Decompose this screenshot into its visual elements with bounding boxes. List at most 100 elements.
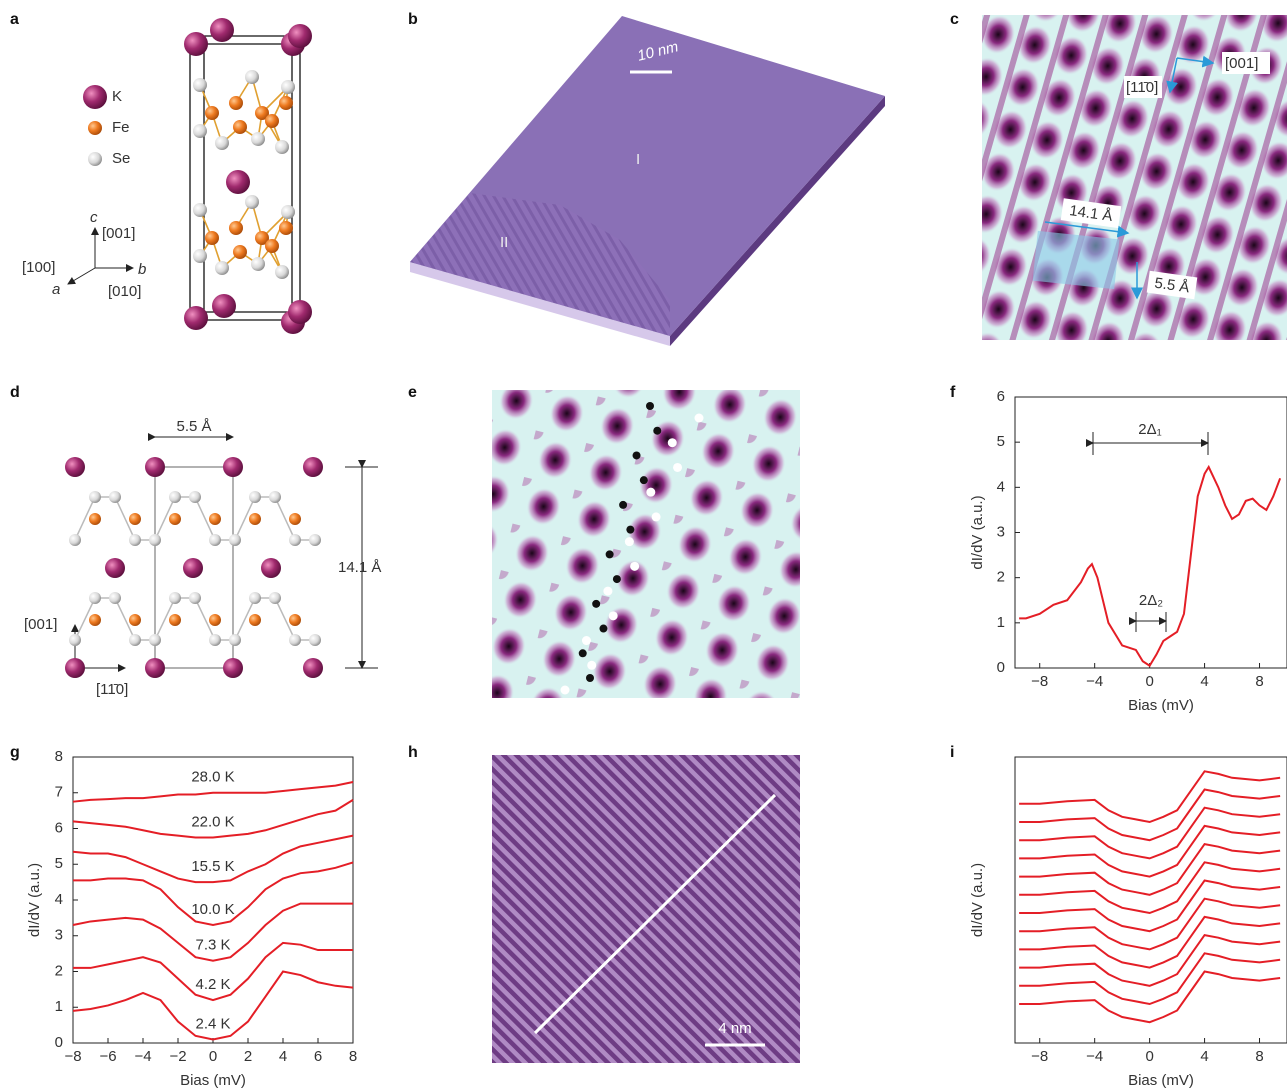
fe-atom — [233, 120, 247, 134]
k-atom — [105, 558, 125, 578]
series-label: 15.5 K — [191, 858, 234, 875]
k-atom — [65, 457, 85, 477]
se-atom — [245, 195, 259, 209]
se-atom — [169, 491, 181, 503]
fe-atom — [205, 106, 219, 120]
se-atom — [281, 80, 295, 94]
k-atom — [145, 457, 165, 477]
panel-label: h — [408, 744, 418, 761]
lattice-top-view: 5.5 Å 14.1 Å [001] [11̄0] — [24, 418, 381, 698]
x-tick-label: 4 — [279, 1048, 287, 1065]
se-atom — [209, 534, 221, 546]
se-atom — [289, 634, 301, 646]
legend-atom — [83, 85, 107, 109]
fe-atom — [129, 513, 141, 525]
marker-dot — [653, 427, 661, 435]
marker-dot — [579, 649, 587, 657]
marker-dot — [652, 512, 661, 521]
fe-atom — [279, 221, 293, 235]
fe-atom — [249, 614, 261, 626]
marker-dot — [587, 661, 596, 670]
fe-atom — [229, 96, 243, 110]
se-atom — [309, 534, 321, 546]
y-tick-label: 1 — [55, 998, 63, 1015]
terrace-label: I — [636, 151, 640, 168]
axis-direction: [001] — [102, 225, 135, 242]
se-atom — [281, 205, 295, 219]
panel-label: i — [950, 744, 954, 761]
se-atom — [89, 592, 101, 604]
k-atom — [223, 457, 243, 477]
x-axis-label: Bias (mV) — [1128, 1072, 1194, 1089]
x-tick-label: −4 — [134, 1048, 151, 1065]
series-label: 7.3 K — [195, 937, 230, 954]
x-tick-label: 0 — [1145, 1048, 1153, 1065]
marker-dot — [619, 501, 627, 509]
marker-dot — [586, 674, 594, 682]
panel-label: g — [10, 744, 20, 761]
marker-dot — [673, 463, 682, 472]
fe-atom — [265, 239, 279, 253]
se-atom — [189, 491, 201, 503]
marker-dot — [609, 611, 618, 620]
k-atom — [184, 32, 208, 56]
fe-atom — [289, 513, 301, 525]
x-tick-label: 8 — [1255, 1048, 1263, 1065]
marker-dot — [695, 414, 704, 423]
y-tick-label: 3 — [997, 523, 1005, 540]
series-line — [1019, 972, 1280, 1023]
se-atom — [193, 124, 207, 138]
x-tick-label: −8 — [64, 1048, 81, 1065]
y-tick-label: 3 — [55, 927, 63, 944]
x-tick-label: −8 — [1031, 673, 1048, 690]
fe-atom — [265, 114, 279, 128]
se-atom — [169, 592, 181, 604]
dimension-label: 5.5 Å — [176, 418, 211, 435]
marker-dot — [626, 526, 634, 534]
x-tick-label: −8 — [1031, 1048, 1048, 1065]
marker-dot — [561, 686, 570, 695]
x-tick-label: −4 — [1086, 673, 1103, 690]
series-label: 4.2 K — [195, 976, 230, 993]
k-atom — [65, 658, 85, 678]
x-axis-label: Bias (mV) — [180, 1072, 246, 1089]
se-atom — [109, 592, 121, 604]
axis-name: c — [90, 209, 98, 226]
y-tick-label: 4 — [55, 891, 63, 908]
k-atom — [212, 294, 236, 318]
k-atom — [210, 18, 234, 42]
se-atom — [193, 203, 207, 217]
marker-dot — [633, 451, 641, 459]
panel-label: e — [408, 384, 417, 401]
y-tick-label: 6 — [55, 819, 63, 836]
se-atom — [215, 136, 229, 150]
se-atom — [149, 634, 161, 646]
x-tick-label: 0 — [1145, 673, 1153, 690]
panel-label: a — [10, 11, 19, 28]
y-tick-label: 4 — [997, 478, 1005, 495]
marker-dot — [646, 402, 654, 410]
se-atom — [229, 534, 241, 546]
series-line — [1019, 467, 1280, 666]
direction-label: [11̄0] — [96, 681, 128, 698]
se-atom — [269, 491, 281, 503]
gap-label: 2Δ₂ — [1139, 592, 1163, 609]
dimension-label: 14.1 Å — [338, 559, 381, 576]
se-atom — [249, 491, 261, 503]
y-axis-label: dI/dV (a.u.) — [969, 495, 986, 569]
panel-label: c — [950, 11, 959, 28]
x-tick-label: −4 — [1086, 1048, 1103, 1065]
axis-name: b — [138, 261, 146, 278]
scale-label: 4 nm — [718, 1020, 751, 1037]
panel-label: d — [10, 384, 20, 401]
marker-dot — [592, 600, 600, 608]
terrace-label: II — [500, 234, 508, 251]
y-axis-label: dI/dV (a.u.) — [969, 863, 986, 937]
stm-image — [492, 390, 800, 698]
axis-name: a — [52, 281, 60, 298]
se-atom — [275, 265, 289, 279]
k-atom — [145, 658, 165, 678]
y-axis-label: dI/dV (a.u.) — [26, 863, 43, 937]
marker-dot — [625, 537, 634, 546]
direction-label: [11̄0] — [1126, 79, 1158, 96]
